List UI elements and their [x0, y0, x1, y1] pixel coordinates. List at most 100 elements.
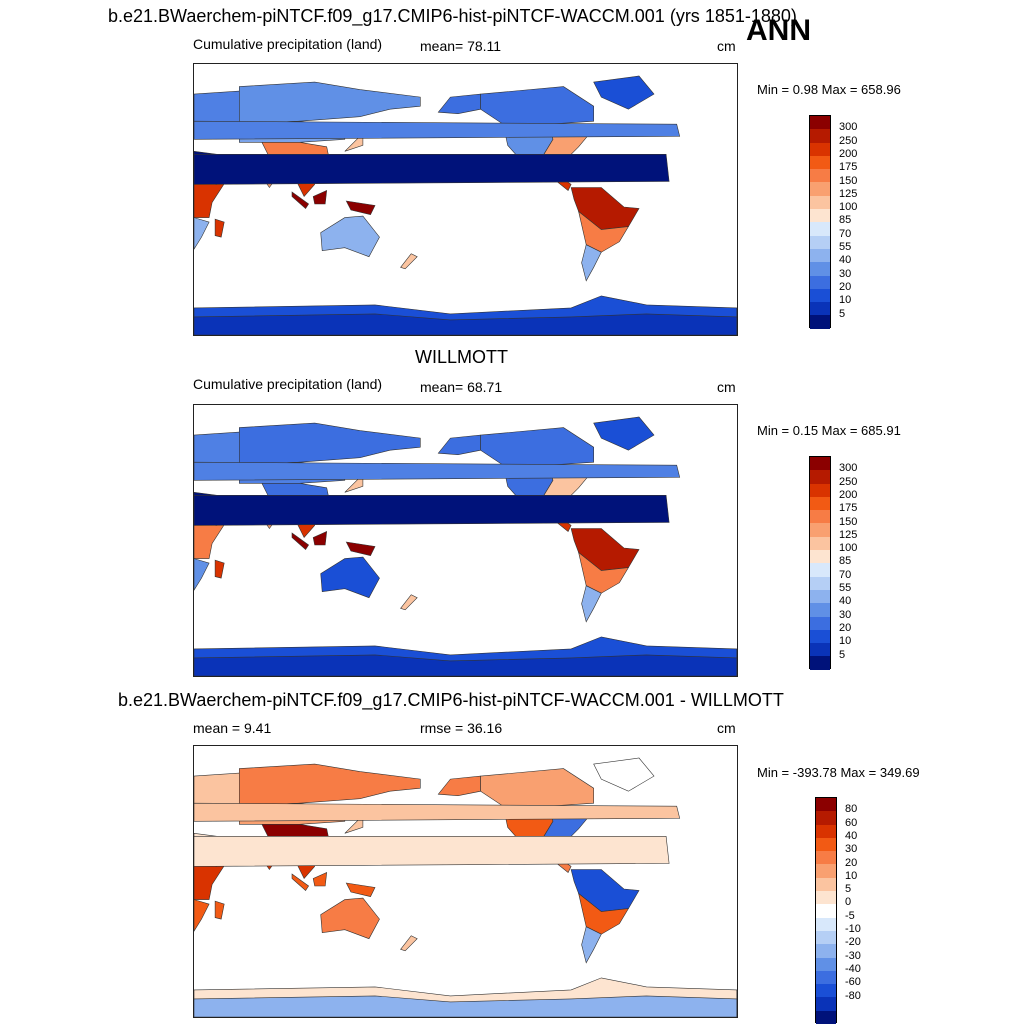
colorbar-swatch — [810, 457, 830, 471]
colorbar-tick-label: 80 — [845, 803, 858, 816]
land-region-safr — [194, 558, 210, 591]
colorbar-tick-label: 5 — [839, 648, 846, 661]
season-label: ANN — [746, 14, 811, 47]
land-region-siberia — [238, 81, 421, 125]
colorbar-swatch — [816, 984, 836, 998]
colorbar-tick-label: 125 — [839, 528, 858, 541]
colorbar-swatch — [810, 510, 830, 524]
colorbar-tick-label: -60 — [845, 976, 861, 989]
main-title: b.e21.BWaerchem-piNTCF.f09_g17.CMIP6-his… — [108, 6, 797, 26]
colorbar-tick-label: 30 — [845, 843, 858, 856]
colorbar-swatch — [816, 851, 836, 865]
land-region-pat — [581, 585, 602, 623]
land-region-sahara — [194, 836, 670, 867]
colorbar-tick-label: 20 — [839, 280, 852, 293]
colorbar-swatch — [816, 997, 836, 1011]
panel3-map — [193, 745, 738, 1018]
panel2-variable-label: Cumulative precipitation (land) — [193, 376, 383, 392]
colorbar-tick-label: -5 — [845, 909, 855, 922]
colorbar-tick-label: 20 — [845, 856, 858, 869]
land-region-nz — [400, 935, 418, 952]
colorbar-tick-label: 250 — [839, 134, 858, 147]
colorbar-swatch — [810, 536, 830, 551]
colorbar-swatch — [816, 944, 836, 958]
colorbar-tick-label: 175 — [839, 502, 858, 515]
colorbar-tick-label: -80 — [845, 989, 861, 1002]
colorbar-tick-label: 40 — [839, 254, 852, 267]
land-region-aus — [320, 215, 380, 258]
land-region-safr — [194, 899, 210, 932]
colorbar-swatch — [810, 589, 830, 604]
land-region-indo — [291, 191, 310, 209]
colorbar-swatch — [810, 116, 830, 130]
land-region-cafr — [194, 862, 227, 900]
colorbar-swatch — [810, 262, 830, 276]
colorbar-tick-label: 40 — [845, 829, 858, 842]
colorbar-swatch — [810, 315, 830, 329]
panel3-colorbar-swatches — [815, 797, 837, 1024]
colorbar-swatch — [810, 576, 830, 590]
colorbar-swatch — [810, 235, 830, 249]
land-region-indo — [345, 541, 376, 556]
colorbar-tick-label: -40 — [845, 962, 861, 975]
panel1-map-graphic — [194, 75, 737, 335]
land-region-ant — [194, 654, 737, 676]
land-region-safr — [194, 217, 210, 250]
colorbar-tick-label: 55 — [839, 582, 852, 594]
colorbar-tick-label: 175 — [839, 161, 858, 174]
land-region-sahara — [194, 154, 670, 185]
panel3-mean-label: mean = 9.41 — [193, 720, 272, 736]
land-region-eur2 — [194, 802, 681, 822]
colorbar-swatch — [810, 222, 830, 236]
colorbar-swatch — [810, 629, 830, 644]
panel1-map — [193, 63, 738, 336]
colorbar-tick-label: 85 — [839, 555, 852, 568]
colorbar-swatch — [810, 603, 830, 617]
land-region-aus — [320, 897, 380, 940]
colorbar-tick-label: 30 — [839, 608, 852, 621]
panel2-mean-label: mean= 68.71 — [420, 379, 503, 395]
colorbar-swatch — [810, 195, 830, 210]
colorbar-tick-label: 200 — [839, 147, 858, 160]
colorbar-tick-label: 150 — [839, 515, 858, 528]
colorbar-swatch — [810, 483, 830, 497]
land-region-indo — [312, 872, 328, 887]
colorbar-tick-label: 150 — [839, 174, 858, 187]
colorbar-tick-label: 60 — [845, 816, 858, 829]
land-region-indo — [345, 200, 376, 215]
land-region-indo — [312, 531, 328, 546]
colorbar-tick-label: 10 — [839, 294, 852, 307]
colorbar-swatch — [810, 302, 830, 316]
land-region-indo — [345, 882, 376, 897]
land-region-grn — [593, 75, 655, 110]
colorbar-swatch — [816, 891, 836, 905]
land-region-alaska — [437, 775, 481, 797]
land-region-grn — [593, 757, 655, 792]
land-region-nz — [400, 253, 418, 270]
colorbar-tick-label: 100 — [839, 201, 858, 214]
colorbar-swatch — [816, 877, 836, 892]
land-region-alaska — [437, 434, 481, 456]
colorbar-tick-label: 10 — [845, 869, 858, 882]
colorbar-swatch — [810, 209, 830, 223]
colorbar-swatch — [816, 798, 836, 812]
colorbar-tick-label: 5 — [845, 883, 852, 896]
colorbar-swatch — [810, 248, 830, 263]
land-region-aus — [320, 556, 380, 599]
colorbar-swatch — [816, 904, 836, 918]
land-region-ant — [194, 313, 737, 335]
panel2-map-graphic — [194, 416, 737, 676]
panel2-colorbar-swatches — [809, 456, 831, 670]
land-region-pat — [581, 244, 602, 282]
colorbar-tick-label: -10 — [845, 923, 861, 935]
colorbar-swatch — [816, 811, 836, 825]
land-region-canada — [480, 86, 595, 125]
land-region-nz — [400, 594, 418, 611]
colorbar-tick-label: 70 — [839, 227, 852, 240]
colorbar-swatch — [816, 864, 836, 878]
colorbar-tick-label: 300 — [839, 121, 858, 134]
colorbar-swatch — [816, 837, 836, 852]
colorbar-swatch — [816, 824, 836, 838]
colorbar-swatch — [810, 523, 830, 537]
colorbar-swatch — [810, 142, 830, 156]
